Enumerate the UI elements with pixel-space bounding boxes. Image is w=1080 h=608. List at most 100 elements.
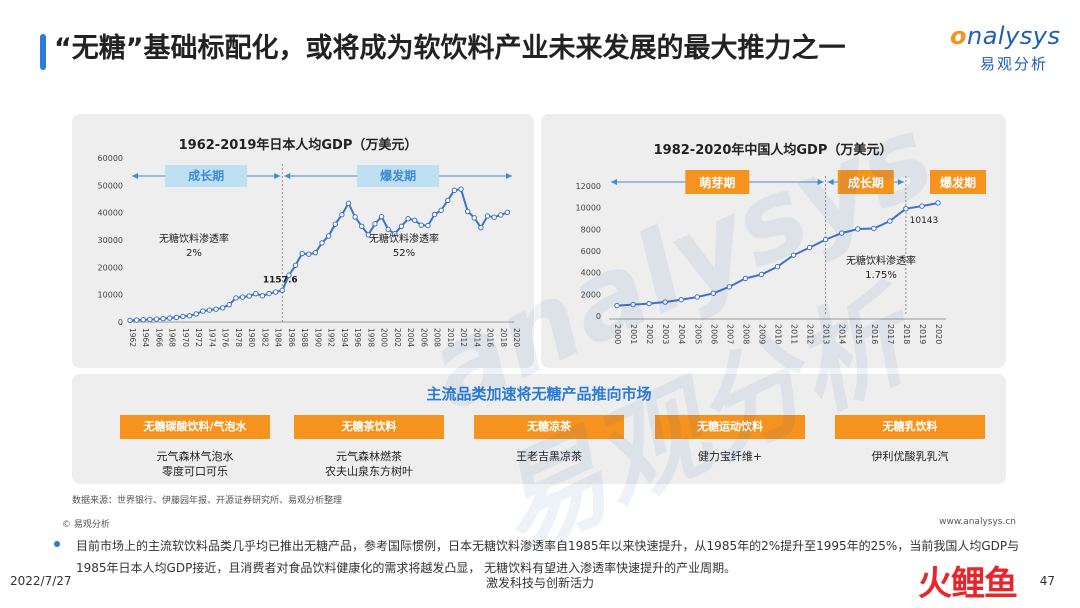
data-point xyxy=(266,290,272,297)
y-tick-label: 10000 xyxy=(576,204,601,213)
data-point xyxy=(726,284,733,290)
data-point xyxy=(471,215,477,221)
data-point xyxy=(233,295,239,301)
phase-arrow-head-right xyxy=(506,173,512,179)
data-point xyxy=(206,307,213,313)
copyright: © 易观分析 xyxy=(62,520,110,530)
x-tick-label: 1982 xyxy=(260,328,269,347)
data-point xyxy=(458,186,464,192)
y-tick-label: 40000 xyxy=(98,209,123,218)
data-point xyxy=(662,299,668,305)
y-tick-label: 8000 xyxy=(581,225,601,234)
data-point xyxy=(646,300,652,307)
phase-arrow-head-right xyxy=(897,179,904,185)
data-label: 10143 xyxy=(910,216,939,226)
data-point xyxy=(127,317,133,324)
data-point xyxy=(345,200,352,206)
phase-label: 爆发期 xyxy=(380,168,416,183)
category-brands: 元气森林气泡水 零度可口可乐 xyxy=(120,449,270,479)
data-point xyxy=(398,223,405,230)
data-point xyxy=(822,236,829,243)
brand-name: 零度可口可乐 xyxy=(162,465,228,478)
data-point xyxy=(678,296,684,303)
data-point xyxy=(478,224,484,231)
x-tick-label: 2019 xyxy=(918,324,927,344)
data-point xyxy=(352,214,358,220)
phase-label-box xyxy=(357,165,440,187)
data-point xyxy=(372,221,378,227)
data-point xyxy=(213,306,219,312)
data-point xyxy=(279,287,285,294)
x-tick-label: 1986 xyxy=(287,328,296,347)
brand-watermark: 火鲤鱼 xyxy=(918,564,1018,604)
x-tick-label: 2016 xyxy=(870,324,879,344)
x-tick-label: 2009 xyxy=(757,324,766,344)
x-tick-label: 2005 xyxy=(693,324,702,344)
japan-gdp-chart-panel: 1962-2019年日本人均GDP（万美元） 0 10000 20000 30000 40… xyxy=(72,114,534,368)
data-point xyxy=(758,271,765,278)
phase-label: 爆发期 xyxy=(940,175,976,190)
phase-arrow-head-right xyxy=(274,173,281,179)
y-tick-label: 2000 xyxy=(581,290,601,299)
data-point xyxy=(312,249,319,256)
x-tick-label: 2018 xyxy=(499,328,508,347)
x-tick-label: 1984 xyxy=(274,328,283,347)
category-item: 无糖凉茶 王老吉黑凉茶 xyxy=(474,415,624,464)
data-point xyxy=(774,264,781,270)
data-point xyxy=(180,313,186,320)
data-point xyxy=(438,207,444,214)
x-tick-label: 2006 xyxy=(709,324,718,344)
data-point xyxy=(378,213,385,220)
data-point xyxy=(246,293,252,299)
x-tick-label: 1972 xyxy=(194,328,203,347)
category-label: 无糖茶饮料 xyxy=(294,415,444,439)
data-point xyxy=(451,187,458,194)
phase-arrow-head-left xyxy=(132,173,138,179)
phase-label-box xyxy=(837,170,894,194)
x-tick-label: 2000 xyxy=(613,324,622,344)
x-tick-label: 2017 xyxy=(886,324,895,344)
data-point xyxy=(919,203,925,209)
penetration-label: 无糖饮料渗透率 xyxy=(369,232,439,245)
penetration-value: 1.75% xyxy=(865,270,897,281)
data-point xyxy=(339,211,345,218)
penetration-label: 无糖饮料渗透率 xyxy=(159,232,229,245)
logo-chinese: 易观分析 xyxy=(980,55,1049,73)
data-point xyxy=(292,262,299,268)
category-label: 无糖运动饮料 xyxy=(655,415,805,439)
note-bullet-icon xyxy=(54,541,60,547)
x-tick-label: 1974 xyxy=(207,328,216,347)
x-tick-label: 1996 xyxy=(353,328,362,347)
data-point xyxy=(935,200,941,206)
data-point xyxy=(173,314,180,321)
y-tick-label: 50000 xyxy=(98,181,123,190)
penetration-label: 无糖饮料渗透率 xyxy=(846,254,916,267)
x-tick-label: 2008 xyxy=(741,324,750,344)
chart-title: 1982-2020年中国人均GDP（万美元） xyxy=(654,142,893,158)
phase-label: 成长期 xyxy=(188,168,224,183)
x-tick-label: 2011 xyxy=(790,324,799,344)
data-point xyxy=(710,290,717,296)
phase-arrow-head-left xyxy=(827,179,834,185)
x-tick-label: 2004 xyxy=(677,324,686,344)
data-point xyxy=(484,213,491,219)
data-point xyxy=(392,231,398,237)
data-point xyxy=(200,308,206,314)
data-point xyxy=(299,250,305,257)
y-tick-label: 0 xyxy=(118,318,123,327)
category-brands: 健力宝纤维+ xyxy=(655,449,805,464)
data-point xyxy=(887,218,893,224)
y-tick-label: 30000 xyxy=(98,236,123,245)
x-tick-label: 2020 xyxy=(512,328,521,347)
x-tick-label: 1976 xyxy=(221,328,230,347)
data-point xyxy=(871,225,877,232)
china-gdp-chart: 1982-2020年中国人均GDP（万美元） 0 2000 4000 6000 8000 1… xyxy=(576,142,986,344)
category-item: 无糖乳饮料 伊利优酸乳乳汽 xyxy=(835,415,985,464)
x-tick-label: 2001 xyxy=(629,324,638,344)
data-point xyxy=(140,317,146,323)
data-point xyxy=(694,294,700,300)
data-point xyxy=(431,211,438,218)
x-tick-label: 1962 xyxy=(128,328,137,347)
y-tick-label: 4000 xyxy=(581,269,601,278)
data-point xyxy=(742,275,749,282)
